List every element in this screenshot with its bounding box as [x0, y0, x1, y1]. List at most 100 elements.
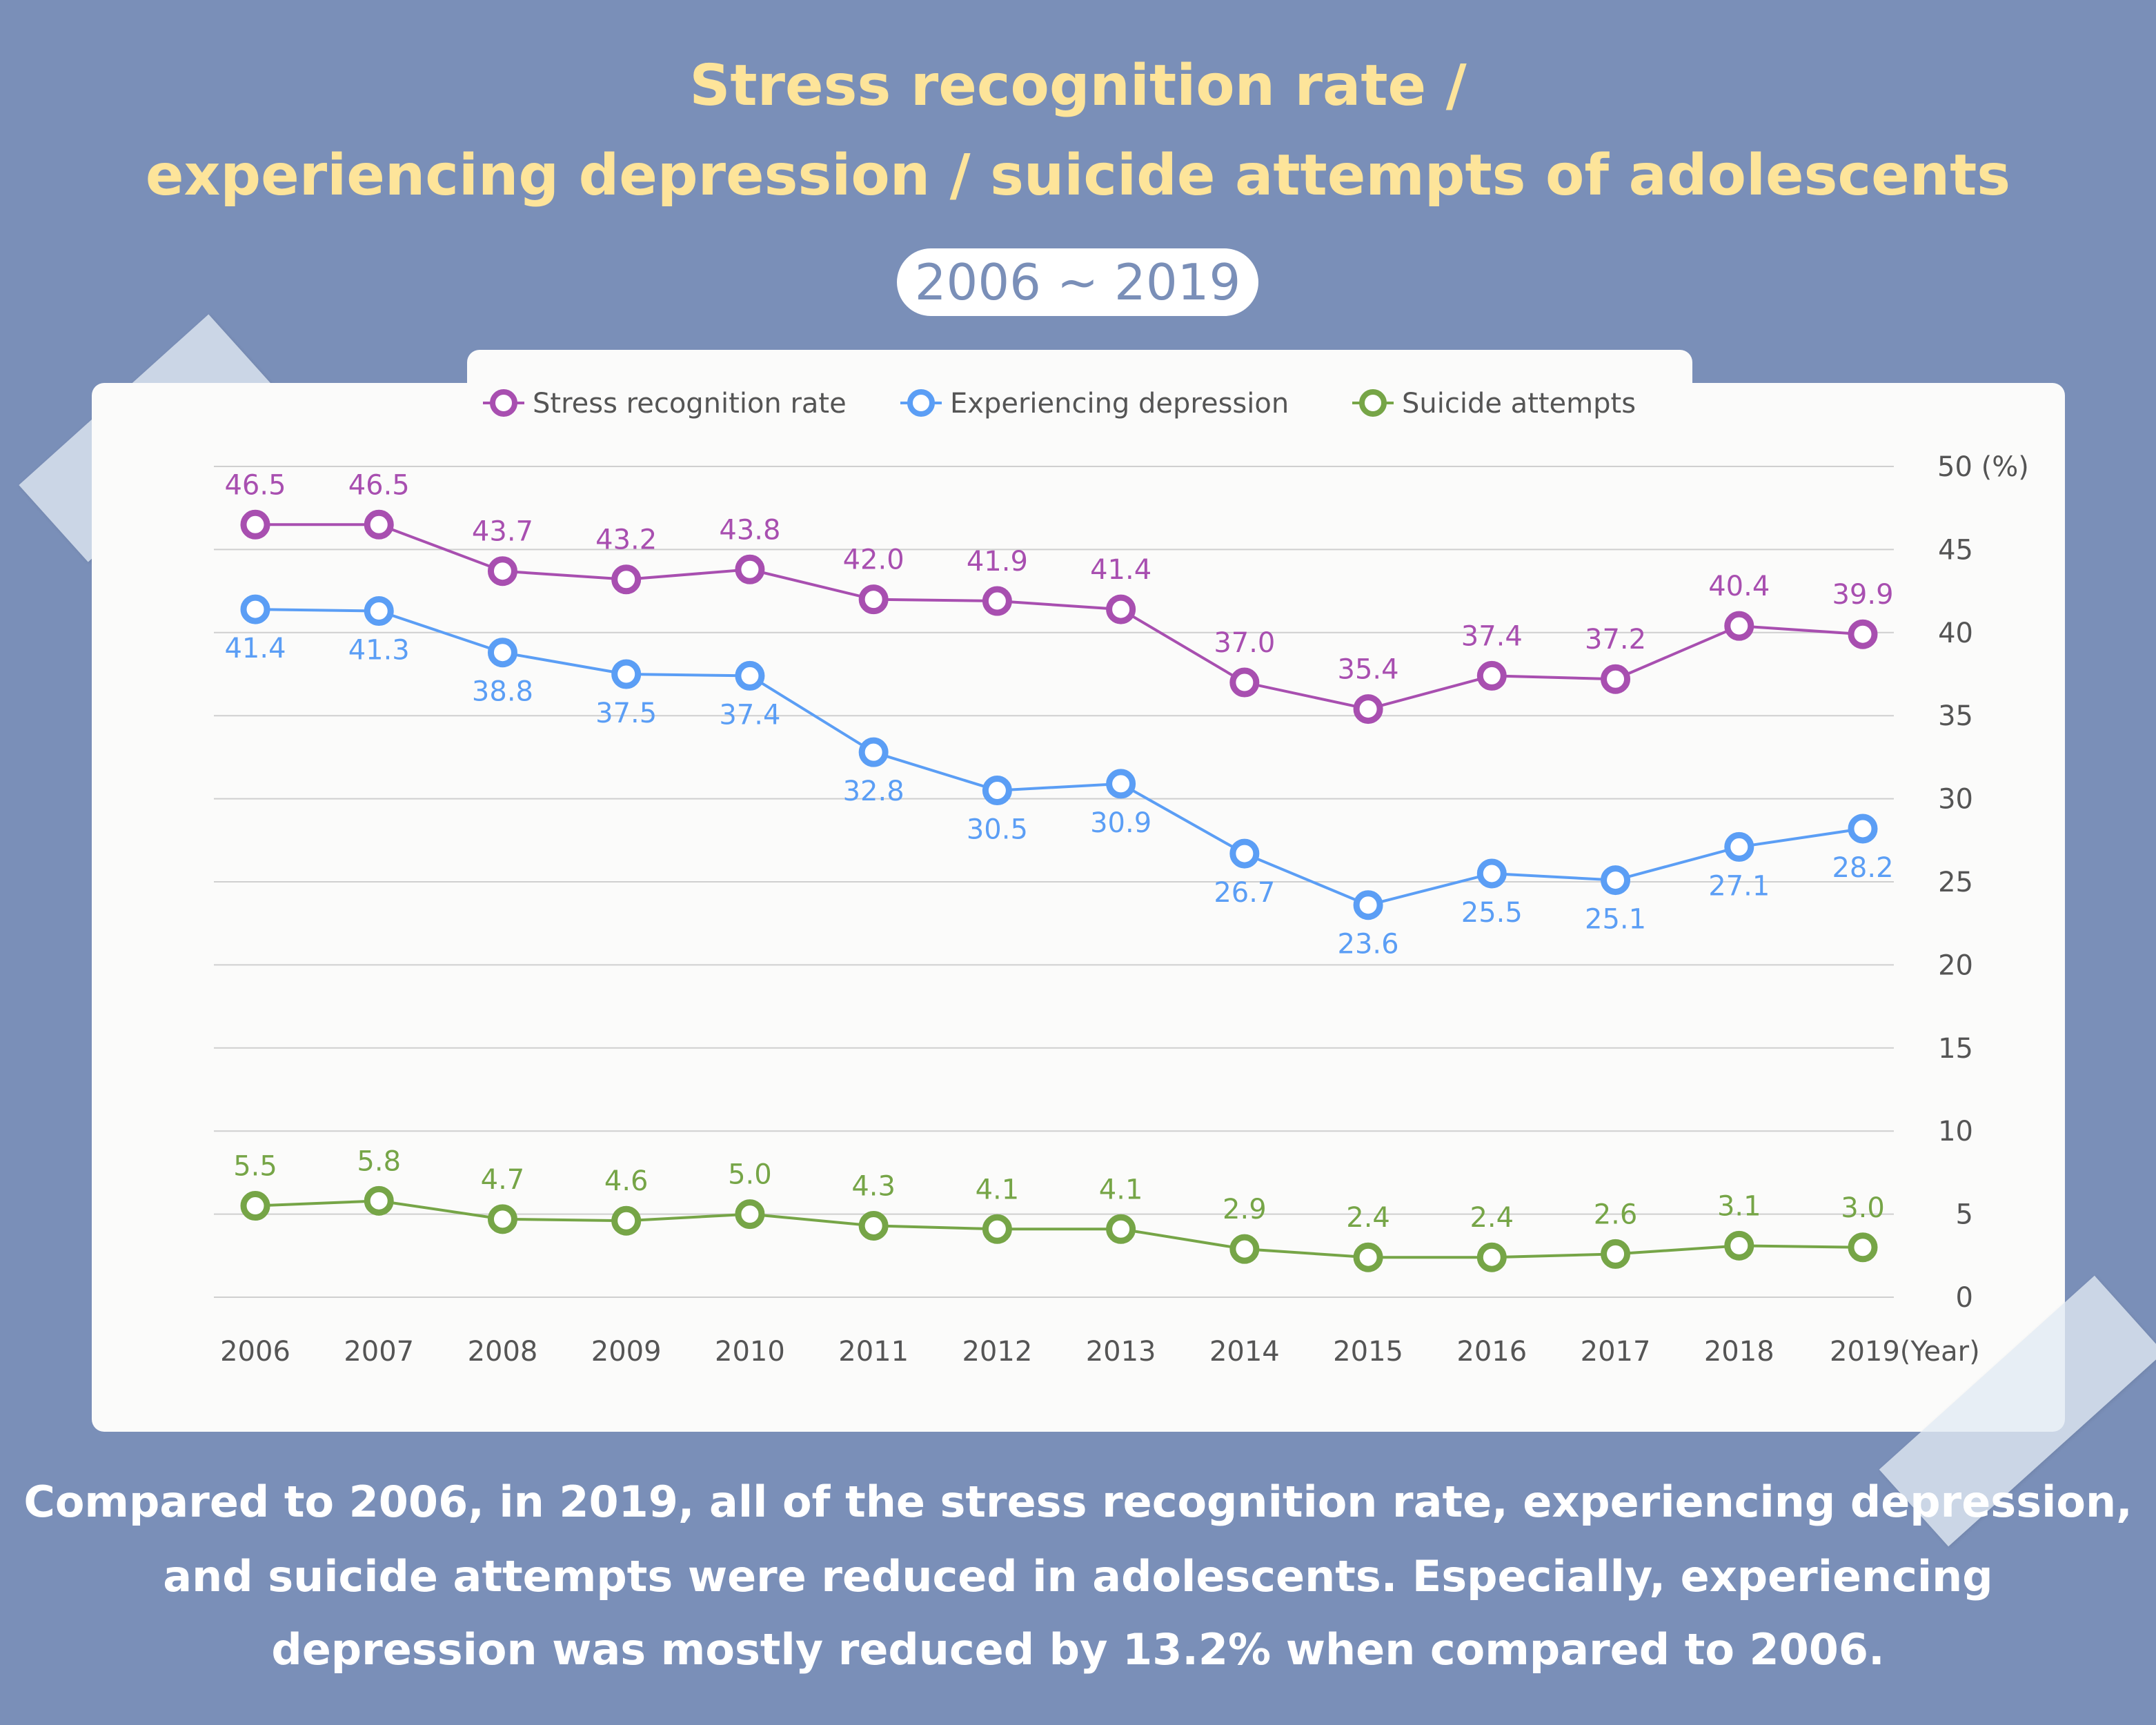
summary-line-1: Compared to 2006, in 2019, all of the st… [23, 1477, 2133, 1527]
x-tick-label: 2011 [838, 1336, 909, 1368]
data-point-stress [1229, 667, 1260, 698]
data-point-stress [611, 564, 642, 595]
series-depression: 41.4 41.3 38.8 37.5 37.4 32.8 30.5 30.9 26.7 23.6… [224, 594, 1894, 960]
data-label-stress: 46.5 [348, 469, 410, 501]
x-tick-label: 2007 [344, 1336, 414, 1368]
y-tick-label: 30 [1938, 784, 1973, 816]
data-label-suicide: 4.1 [976, 1174, 1020, 1205]
legend-item-depression: Experiencing depression [900, 388, 1289, 420]
series-line-suicide [255, 1199, 1863, 1259]
data-label-stress: 43.2 [595, 524, 657, 556]
data-label-depression: 30.9 [1090, 807, 1151, 839]
data-point-stress [1353, 694, 1383, 724]
data-label-suicide: 4.7 [481, 1164, 525, 1196]
data-point-stress [364, 509, 394, 540]
data-label-stress: 37.4 [1461, 620, 1523, 652]
y-tick-label: 15 [1938, 1033, 1973, 1065]
data-point-depression [611, 659, 642, 689]
legend-item-stress: Stress recognition rate [483, 388, 847, 420]
data-label-depression: 26.7 [1214, 877, 1275, 909]
data-point-suicide [858, 1210, 889, 1241]
data-label-depression: 23.6 [1338, 929, 1399, 960]
data-label-stress: 43.8 [719, 514, 780, 546]
y-tick-label: 25 [1938, 867, 1973, 898]
data-label-suicide: 4.3 [851, 1170, 896, 1202]
x-tick-label: 2009 [591, 1336, 662, 1368]
data-label-depression: 30.5 [967, 814, 1028, 846]
data-point-depression [1229, 838, 1260, 869]
data-point-suicide [1106, 1214, 1136, 1244]
data-label-stress: 42.0 [843, 544, 904, 576]
data-label-depression: 38.8 [472, 676, 533, 708]
y-tick-label: 0 [1956, 1282, 1973, 1314]
x-tick-label: 2013 [1086, 1336, 1156, 1368]
data-label-suicide: 3.1 [1717, 1190, 1761, 1222]
data-point-stress [858, 584, 889, 615]
data-label-stress: 37.2 [1585, 624, 1646, 656]
data-point-depression [1724, 831, 1754, 862]
data-label-suicide: 4.6 [604, 1165, 649, 1197]
data-point-stress [1476, 660, 1507, 691]
data-point-stress [1601, 664, 1631, 694]
summary-line-2: and suicide attempts were reduced in ado… [163, 1551, 1993, 1601]
x-tick-label: 2015 [1333, 1336, 1403, 1368]
legend-label: Suicide attempts [1402, 388, 1636, 420]
series-line-stress [255, 523, 1863, 711]
data-label-depression: 28.2 [1832, 852, 1893, 884]
x-tick-label: 2019(Year) [1830, 1336, 1980, 1368]
y-axis-ticks: 0 5 10 15 20 25 30 35 40 45 50 (%) [1937, 451, 2029, 1314]
chart-title-line-2: experiencing depression / suicide attemp… [145, 143, 2011, 208]
y-tick-label: 40 [1938, 618, 1973, 649]
x-tick-label: 2018 [1704, 1336, 1774, 1368]
y-tick-label: 35 [1938, 700, 1973, 732]
data-label-stress: 41.9 [967, 546, 1028, 578]
data-label-depression: 25.5 [1461, 897, 1523, 929]
legend-marker-icon [490, 389, 517, 417]
data-label-stress: 41.4 [1090, 554, 1151, 586]
data-label-depression: 37.4 [719, 699, 780, 731]
legend-marker-icon [1359, 389, 1387, 417]
data-point-suicide [982, 1214, 1012, 1244]
data-point-depression [1601, 865, 1631, 896]
data-point-stress [982, 586, 1012, 616]
data-label-suicide: 2.4 [1470, 1202, 1514, 1234]
y-tick-label: 20 [1938, 949, 1973, 981]
series: 46.5 46.5 43.7 43.2 43.8 42.0 41.9 41.4 37.0 35.4… [224, 469, 1894, 1272]
data-label-suicide: 2.9 [1223, 1194, 1267, 1225]
x-tick-label: 2010 [715, 1336, 785, 1368]
data-point-suicide [1476, 1242, 1507, 1272]
gridlines [214, 466, 1894, 1298]
data-point-suicide [1724, 1230, 1754, 1261]
x-axis-ticks: 2006 2007 2008 2009 2010 2011 2012 2013 2014 2015… [220, 1336, 1980, 1368]
data-label-depression: 27.1 [1708, 870, 1770, 902]
legend-item-suicide: Suicide attempts [1352, 388, 1636, 420]
data-label-depression: 32.8 [843, 776, 904, 807]
data-label-stress: 40.4 [1708, 571, 1770, 602]
data-label-suicide: 4.1 [1099, 1174, 1143, 1205]
data-label-stress: 39.9 [1832, 579, 1893, 611]
series-suicide: 5.5 5.8 4.7 4.6 5.0 4.3 4.1 4.1 2.9 2.4 2.4 2.6 3.1 3… [233, 1145, 1885, 1272]
x-tick-label: 2008 [468, 1336, 538, 1368]
data-point-stress [735, 554, 765, 584]
data-point-depression [982, 776, 1012, 806]
data-point-depression [1848, 814, 1878, 844]
data-label-depression: 25.1 [1585, 904, 1646, 936]
period-badge: 2006 ~ 2019 [897, 248, 1258, 316]
y-tick-label: 45 [1938, 534, 1973, 566]
data-label-suicide: 2.6 [1594, 1199, 1638, 1230]
x-tick-label: 2016 [1456, 1336, 1527, 1368]
data-point-stress [1106, 594, 1136, 624]
y-tick-label: 5 [1956, 1199, 1973, 1231]
data-point-suicide [735, 1199, 765, 1230]
y-tick-label: 10 [1938, 1116, 1973, 1147]
data-label-suicide: 5.8 [357, 1145, 401, 1177]
data-point-suicide [487, 1204, 517, 1234]
data-point-depression [1353, 890, 1383, 920]
data-point-suicide [1601, 1239, 1631, 1269]
data-point-stress [1724, 611, 1754, 641]
data-point-depression [735, 660, 765, 691]
data-point-depression [1106, 769, 1136, 799]
series-line-depression [255, 608, 1863, 907]
data-point-suicide [611, 1205, 642, 1236]
legend-label: Experiencing depression [950, 388, 1289, 420]
